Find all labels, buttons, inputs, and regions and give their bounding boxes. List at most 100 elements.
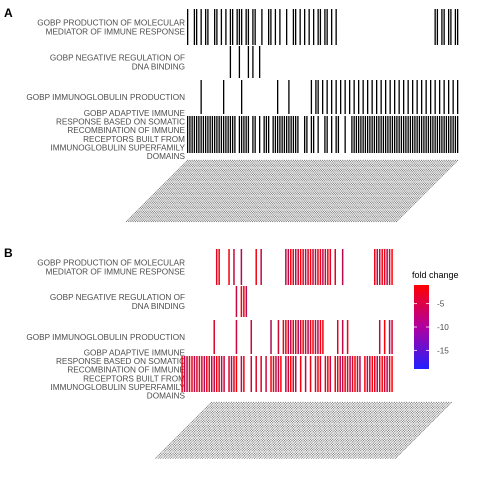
- gene-tile: [245, 116, 247, 153]
- gene-tile: [304, 116, 306, 153]
- gene-tile: [434, 80, 436, 114]
- gene-tile: [191, 356, 193, 392]
- gene-tile: [425, 116, 427, 153]
- gene-tick-label: [342, 401, 401, 459]
- gene-label-glyphs: [332, 401, 391, 459]
- gene-tick-label: [147, 159, 211, 223]
- gene-tile: [391, 249, 393, 285]
- gene-tick-label: [323, 159, 387, 223]
- gene-label-glyphs: [165, 159, 229, 223]
- gene-tick-label: [330, 159, 394, 223]
- gene-label-glyphs: [155, 401, 213, 459]
- gene-label-glyphs: [202, 401, 260, 459]
- gene-tick-label: [278, 401, 336, 459]
- gene-label-glyphs: [320, 401, 378, 459]
- gene-tile: [436, 116, 439, 153]
- gene-tile: [277, 116, 279, 153]
- gene-tile: [344, 116, 346, 153]
- gene-tile: [371, 116, 373, 153]
- gene-tile: [220, 356, 223, 392]
- gene-tile: [223, 116, 225, 153]
- gene-label-glyphs: [290, 401, 349, 459]
- gene-label-glyphs: [355, 401, 413, 459]
- gene-tick-label: [244, 401, 302, 459]
- gene-label-glyphs: [305, 159, 369, 223]
- gene-label-glyphs: [206, 159, 270, 223]
- gene-tick-label: [352, 159, 416, 223]
- gene-tile: [450, 116, 452, 153]
- gene-tick-label: [372, 401, 430, 459]
- gene-label-glyphs: [309, 159, 373, 223]
- gene-tile: [238, 116, 241, 153]
- gene-label-glyphs: [360, 401, 418, 459]
- gene-tile: [206, 356, 208, 392]
- gene-tile: [299, 356, 302, 392]
- gene-tile: [317, 320, 319, 354]
- gene-label-glyphs: [387, 401, 445, 459]
- gene-label-glyphs: [367, 401, 425, 459]
- gene-tile: [225, 9, 227, 45]
- gene-tick-label: [394, 401, 452, 459]
- legend-tick-label: -5: [437, 300, 445, 309]
- gene-label-glyphs: [363, 159, 427, 223]
- gene-tick-label: [234, 401, 292, 459]
- gene-tile: [457, 80, 459, 114]
- gene-tick-label: [258, 401, 317, 459]
- gene-tile: [327, 356, 329, 392]
- gene-tick-label: [280, 159, 344, 223]
- gene-tile: [254, 116, 256, 153]
- row-label-line: GOBP PRODUCTION OF MOLECULAR: [37, 19, 185, 28]
- gene-tile: [187, 9, 189, 45]
- gene-label-glyphs: [370, 401, 428, 459]
- gene-label-glyphs: [366, 159, 430, 223]
- gene-label-glyphs: [325, 159, 389, 223]
- gene-label-glyphs: [276, 159, 340, 223]
- gene-tile: [286, 116, 288, 153]
- gene-label-glyphs: [219, 159, 283, 223]
- gene-tick-label: [182, 401, 240, 459]
- gene-label-glyphs: [286, 401, 344, 459]
- gene-tile: [309, 356, 312, 392]
- gene-tile: [228, 249, 230, 285]
- gene-label-glyphs: [280, 159, 344, 223]
- gene-tile: [233, 356, 235, 392]
- gene-tile: [409, 116, 412, 153]
- gene-tick-label: [354, 159, 418, 223]
- gene-label-glyphs: [246, 159, 310, 223]
- gene-tile: [450, 9, 452, 45]
- gene-tile: [259, 46, 261, 78]
- gene-tick-label: [195, 159, 259, 223]
- gene-label-glyphs: [152, 159, 216, 223]
- gene-tile: [403, 116, 405, 153]
- gene-tile: [378, 116, 380, 153]
- gene-tick-label: [352, 401, 410, 459]
- panel-b-tag: B: [4, 246, 13, 260]
- gene-label-glyphs: [388, 159, 452, 223]
- gene-tile: [186, 356, 188, 392]
- gene-tile: [307, 320, 309, 354]
- gene-label-glyphs: [150, 159, 214, 223]
- gene-label-glyphs: [192, 159, 256, 223]
- gene-tile: [310, 80, 313, 114]
- panel-a-tiles: [187, 9, 459, 153]
- gene-label-glyphs: [160, 401, 218, 459]
- gene-tick-label: [350, 401, 408, 459]
- panel-a-tag: A: [4, 6, 13, 20]
- gene-tile: [207, 116, 209, 153]
- legend-title: fold change: [412, 270, 459, 280]
- gene-tick-label: [172, 401, 230, 459]
- gene-tick-label: [155, 401, 213, 459]
- gene-tile: [198, 116, 200, 153]
- gene-tile: [448, 80, 450, 114]
- gene-tile: [425, 80, 427, 114]
- gene-label-glyphs: [213, 159, 277, 223]
- gene-tick-label: [389, 401, 447, 459]
- gene-tile: [441, 9, 443, 45]
- gene-tick-label: [335, 401, 393, 459]
- gene-label-glyphs: [253, 401, 312, 459]
- gene-tile: [313, 116, 315, 153]
- gene-label-glyphs: [300, 401, 359, 459]
- gene-tick-label: [325, 159, 389, 223]
- gene-label-glyphs: [281, 401, 339, 459]
- gene-tick-label: [395, 159, 459, 223]
